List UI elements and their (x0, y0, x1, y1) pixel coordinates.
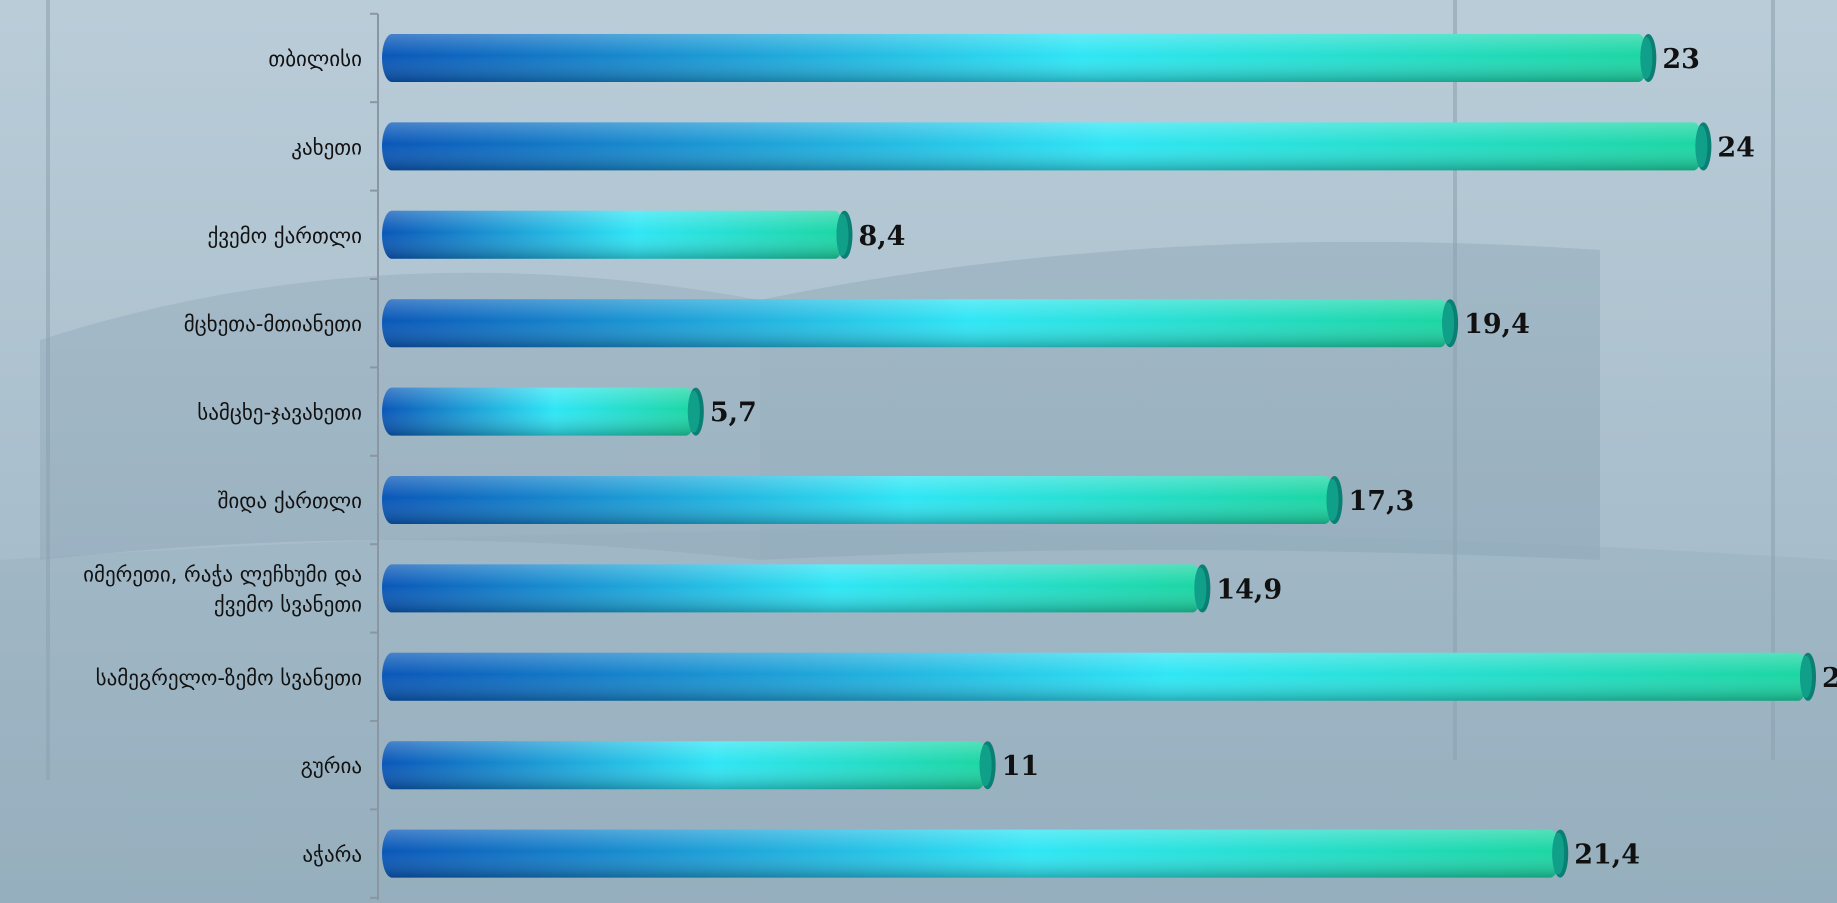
category-label: იმერეთი, რაჭა ლეჩხუმი და (83, 562, 362, 586)
bars (382, 34, 1816, 878)
category-label: შიდა ქართლი (218, 489, 362, 513)
bar (382, 299, 1459, 348)
value-label: 21,4 (1574, 840, 1640, 871)
bar (382, 210, 853, 259)
bar (382, 652, 1816, 701)
value-label: 25,9 (1822, 663, 1837, 694)
category-label: კახეთი (291, 135, 362, 159)
category-label: სამეგრელო-ზემო სვანეთი (96, 666, 362, 690)
category-labels: თბილისი კახეთი ქვემო ქართლი მცხეთა-მთიანეთი… (83, 47, 362, 867)
value-labels: 23 24 8,4 19,4 5,7 17,3 14,9 25,9 11 21,4 (710, 44, 1837, 871)
value-label: 8,4 (858, 221, 905, 252)
category-label: ქვემო ქართლი (207, 224, 362, 248)
category-label: აჭარა (302, 843, 362, 867)
category-label: თბილისი (268, 47, 362, 71)
category-label: გურია (301, 754, 362, 778)
value-label: 14,9 (1216, 574, 1282, 605)
value-label: 23 (1662, 44, 1700, 75)
category-label: სამცხე-ჯავახეთი (197, 401, 362, 425)
value-label: 5,7 (710, 398, 757, 429)
y-axis (370, 12, 379, 900)
value-label: 19,4 (1464, 309, 1530, 340)
bar (382, 476, 1343, 524)
value-label: 17,3 (1349, 486, 1415, 517)
category-label: მცხეთა-მთიანეთი (184, 312, 362, 336)
value-label: 11 (1002, 751, 1040, 782)
bar (382, 564, 1211, 613)
bar (382, 741, 996, 790)
bar (382, 122, 1712, 171)
bar (382, 829, 1569, 878)
bar (382, 34, 1657, 82)
category-label: ქვემო სვანეთი (214, 592, 362, 616)
bar (382, 387, 704, 436)
value-label: 24 (1717, 132, 1755, 163)
